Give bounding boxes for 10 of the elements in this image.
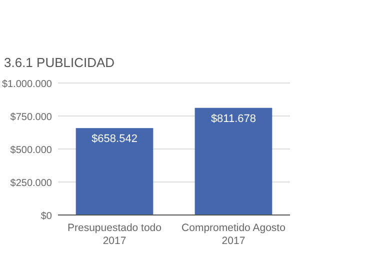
- y-tick-label: $250.000: [10, 178, 52, 189]
- y-tick-label: $500.000: [10, 145, 52, 156]
- y-tick-label: $0: [40, 211, 52, 222]
- data-label: $658.542: [92, 133, 138, 146]
- data-label: $811.678: [210, 112, 256, 125]
- y-tick-label: $750.000: [10, 112, 52, 123]
- x-tick-label: Comprometido Agosto 2017: [182, 222, 286, 247]
- chart-title: 3.6.1 PUBLICIDAD: [4, 55, 115, 70]
- x-tick-label: Presupuestado todo 2017: [68, 222, 162, 247]
- y-tick-label: $1.000.000: [2, 79, 52, 90]
